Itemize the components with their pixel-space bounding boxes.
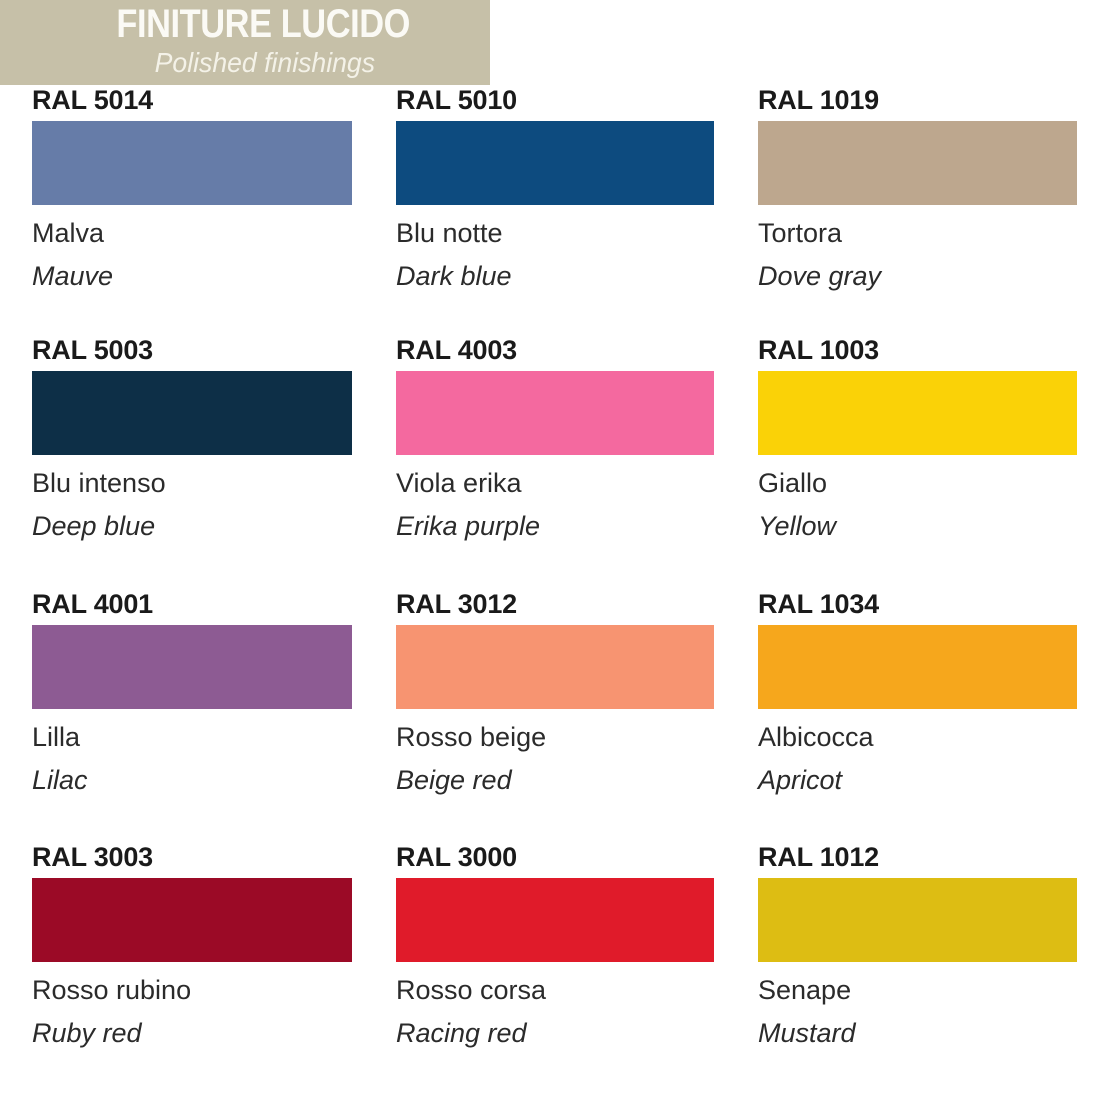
color-name-italian: Albicocca [758,722,874,752]
color-name-english: Apricot [758,765,843,795]
color-swatch-cell[interactable]: RAL 3012 Rosso beige Beige red [396,589,714,796]
ral-code-label: RAL 1034 [758,589,879,619]
color-name-english: Dark blue [396,261,512,291]
color-name-english: Deep blue [32,511,156,541]
color-swatch-cell[interactable]: RAL 5010 Blu notte Dark blue [396,85,714,292]
color-name-english: Dove gray [758,261,882,291]
color-name-english: Ruby red [32,1018,142,1048]
color-swatch-cell[interactable]: RAL 5003 Blu intenso Deep blue [32,335,352,542]
color-chip[interactable] [396,121,714,205]
color-name-italian: Lilla [32,722,81,752]
ral-code-label: RAL 1012 [758,842,879,872]
color-swatch-grid: RAL 5014 Malva Mauve RAL 5010 Blu notte Dark … [0,85,1100,1100]
ral-code-label: RAL 3012 [396,589,517,619]
color-chip[interactable] [758,121,1077,205]
color-chip[interactable] [396,878,714,962]
color-chip[interactable] [396,625,714,709]
ral-code-label: RAL 1019 [758,85,879,115]
color-name-english: Mustard [758,1018,856,1048]
color-name-italian: Rosso rubino [32,975,192,1005]
color-name-english: Racing red [396,1018,527,1048]
color-name-english: Yellow [758,511,837,541]
ral-code-label: RAL 3003 [32,842,153,872]
color-chip[interactable] [32,878,352,962]
ral-code-label: RAL 5010 [396,85,517,115]
ral-code-label: RAL 1003 [758,335,879,365]
color-swatch-cell[interactable]: RAL 4003 Viola erika Erika purple [396,335,714,542]
color-name-italian: Tortora [758,218,843,248]
color-name-italian: Blu notte [396,218,503,248]
color-chip[interactable] [32,121,352,205]
ral-code-label: RAL 5003 [32,335,153,365]
ral-code-label: RAL 3000 [396,842,517,872]
color-name-italian: Malva [32,218,105,248]
ral-code-label: RAL 4003 [396,335,517,365]
color-swatch-cell[interactable]: RAL 1012 Senape Mustard [758,842,1077,1049]
color-name-english: Lilac [32,765,88,795]
color-chip[interactable] [758,878,1077,962]
color-swatch-cell[interactable]: RAL 1003 Giallo Yellow [758,335,1077,542]
page-title: FINITURE LUCIDO [116,2,411,46]
color-chip[interactable] [758,625,1077,709]
color-swatch-cell[interactable]: RAL 1034 Albicocca Apricot [758,589,1077,796]
color-name-english: Beige red [396,765,512,795]
color-swatch-cell[interactable]: RAL 5014 Malva Mauve [32,85,352,292]
color-name-italian: Rosso beige [396,722,547,752]
color-name-italian: Senape [758,975,852,1005]
header-banner: FINITURE LUCIDO Polished finishings [0,0,490,85]
color-chip[interactable] [396,371,714,455]
page-subtitle: Polished finishings [154,47,375,78]
color-name-italian: Viola erika [396,468,522,498]
color-name-english: Erika purple [396,511,541,541]
ral-code-label: RAL 4001 [32,589,153,619]
color-swatch-cell[interactable]: RAL 3003 Rosso rubino Ruby red [32,842,352,1049]
color-swatch-cell[interactable]: RAL 1019 Tortora Dove gray [758,85,1077,292]
color-chip[interactable] [32,625,352,709]
color-swatch-cell[interactable]: RAL 4001 Lilla Lilac [32,589,352,796]
color-chip[interactable] [758,371,1077,455]
color-name-italian: Giallo [758,468,828,498]
color-name-italian: Rosso corsa [396,975,547,1005]
color-name-english: Mauve [32,261,114,291]
color-chip[interactable] [32,371,352,455]
color-swatch-cell[interactable]: RAL 3000 Rosso corsa Racing red [396,842,714,1049]
color-name-italian: Blu intenso [32,468,166,498]
ral-code-label: RAL 5014 [32,85,153,115]
